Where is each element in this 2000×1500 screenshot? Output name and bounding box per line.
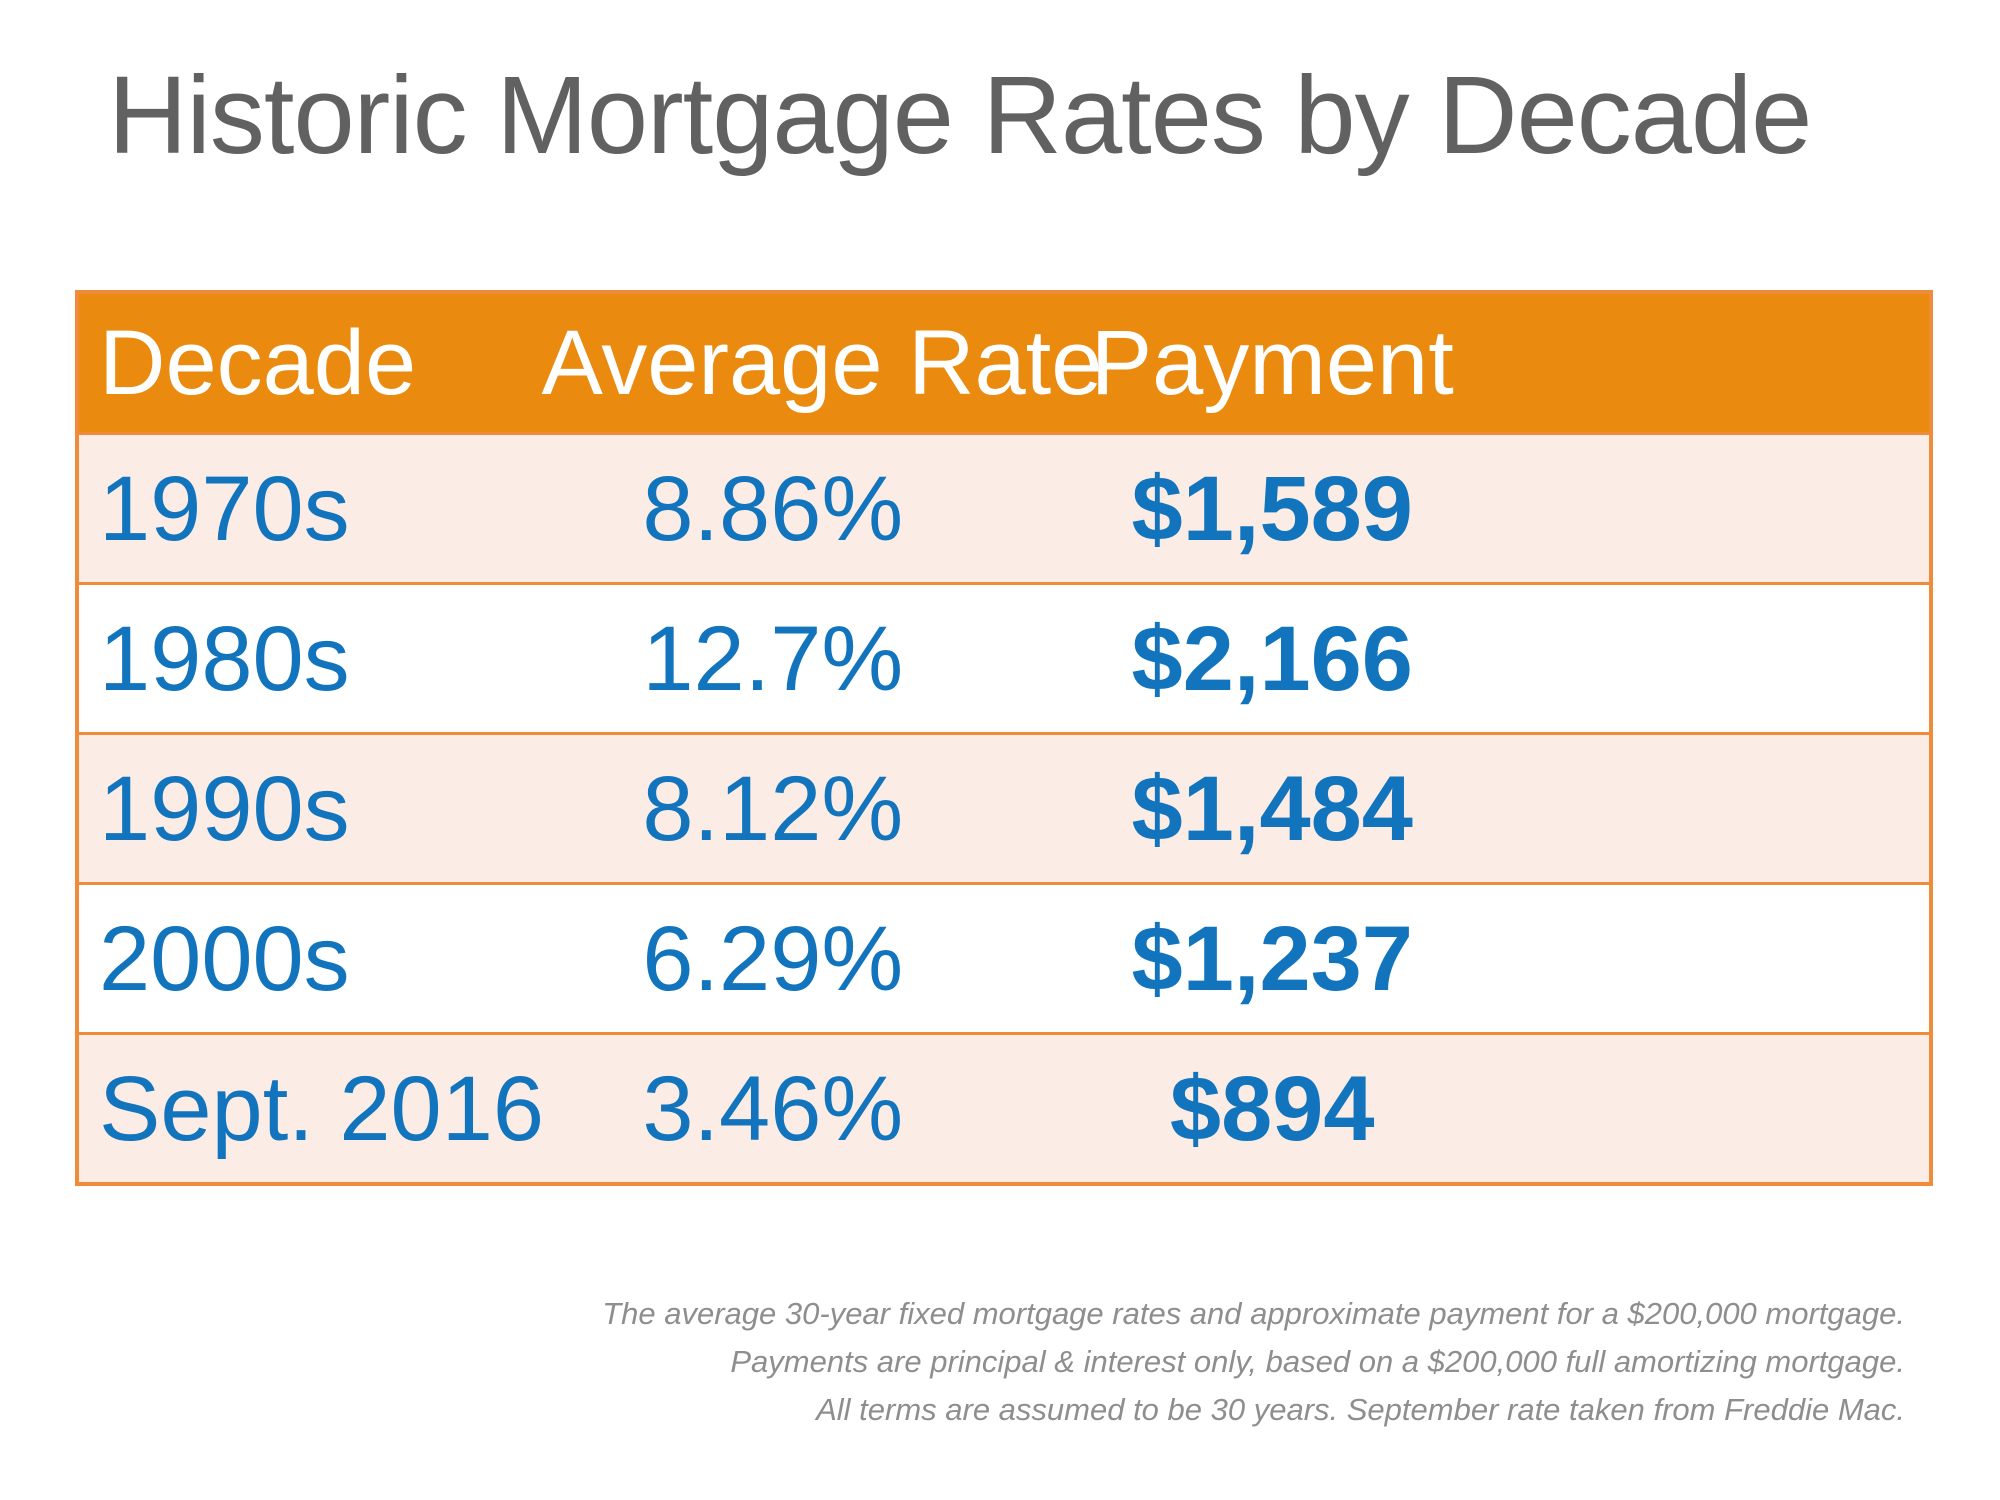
table-row: 2000s 6.29% $1,237 [79, 882, 1929, 1032]
footnote: The average 30-year fixed mortgage rates… [602, 1290, 1905, 1434]
table-row: 1980s 12.7% $2,166 [79, 582, 1929, 732]
decade-cell: Sept. 2016 [99, 1057, 545, 1160]
column-header-average-rate: Average Rate [541, 312, 1103, 414]
payment-cell: $2,166 [1131, 607, 1413, 710]
rate-cell: 6.29% [642, 907, 904, 1010]
rate-cell: 12.7% [642, 607, 904, 710]
decade-cell: 1980s [99, 607, 350, 710]
rate-cell: 8.12% [642, 757, 904, 860]
table-row: Sept. 2016 3.46% $894 [79, 1032, 1929, 1182]
table-row: 1970s 8.86% $1,589 [79, 432, 1929, 582]
footnote-line-2: Payments are principal & interest only, … [730, 1344, 1905, 1379]
payment-cell: $894 [1169, 1057, 1375, 1160]
payment-cell: $1,484 [1131, 757, 1413, 860]
decade-cell: 1970s [99, 457, 350, 560]
rates-table: Decade Average Rate Payment 1970s 8.86% … [75, 290, 1933, 1186]
footnote-line-1: The average 30-year fixed mortgage rates… [602, 1296, 1905, 1331]
column-header-decade: Decade [99, 312, 417, 414]
rate-cell: 8.86% [642, 457, 904, 560]
table-header-row: Decade Average Rate Payment [79, 294, 1929, 432]
rate-cell: 3.46% [642, 1057, 904, 1160]
decade-cell: 1990s [99, 757, 350, 860]
payment-cell: $1,589 [1131, 457, 1413, 560]
table-row: 1990s 8.12% $1,484 [79, 732, 1929, 882]
footnote-line-3: All terms are assumed to be 30 years. Se… [816, 1392, 1905, 1427]
column-header-payment: Payment [1090, 312, 1454, 414]
page-title: Historic Mortgage Rates by Decade [108, 54, 1812, 177]
payment-cell: $1,237 [1131, 907, 1413, 1010]
decade-cell: 2000s [99, 907, 350, 1010]
